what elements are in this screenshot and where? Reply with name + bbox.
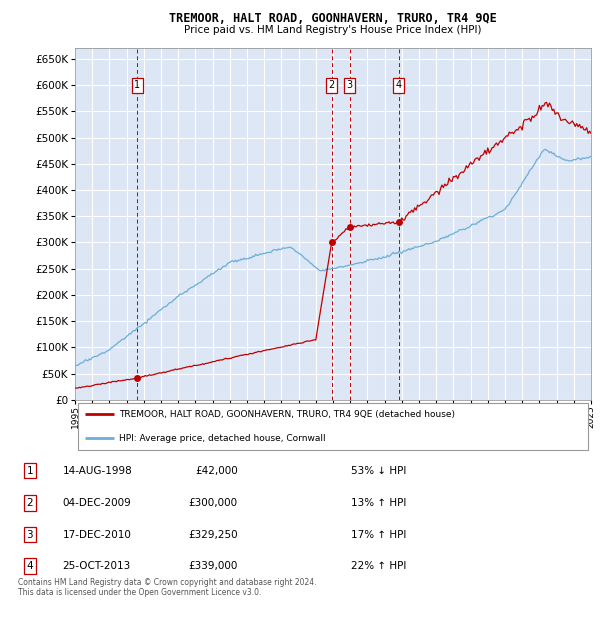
Text: 22% ↑ HPI: 22% ↑ HPI xyxy=(350,561,406,571)
Text: 3: 3 xyxy=(26,529,33,539)
Text: £329,250: £329,250 xyxy=(188,529,238,539)
Text: 2: 2 xyxy=(328,80,335,91)
Text: 13% ↑ HPI: 13% ↑ HPI xyxy=(350,498,406,508)
Text: 53% ↓ HPI: 53% ↓ HPI xyxy=(350,466,406,476)
Text: 1: 1 xyxy=(134,80,140,91)
Text: 17-DEC-2010: 17-DEC-2010 xyxy=(62,529,131,539)
Text: HPI: Average price, detached house, Cornwall: HPI: Average price, detached house, Corn… xyxy=(119,434,325,443)
Text: 2: 2 xyxy=(26,498,33,508)
Text: 3: 3 xyxy=(346,80,353,91)
Text: 1: 1 xyxy=(26,466,33,476)
Text: 04-DEC-2009: 04-DEC-2009 xyxy=(62,498,131,508)
Text: Price paid vs. HM Land Registry's House Price Index (HPI): Price paid vs. HM Land Registry's House … xyxy=(184,25,482,35)
Text: Contains HM Land Registry data © Crown copyright and database right 2024.
This d: Contains HM Land Registry data © Crown c… xyxy=(18,578,316,597)
Text: 25-OCT-2013: 25-OCT-2013 xyxy=(62,561,131,571)
Text: £339,000: £339,000 xyxy=(188,561,238,571)
Text: 17% ↑ HPI: 17% ↑ HPI xyxy=(350,529,406,539)
Text: 4: 4 xyxy=(395,80,402,91)
Text: £300,000: £300,000 xyxy=(188,498,238,508)
Text: £42,000: £42,000 xyxy=(195,466,238,476)
Text: TREMOOR, HALT ROAD, GOONHAVERN, TRURO, TR4 9QE: TREMOOR, HALT ROAD, GOONHAVERN, TRURO, T… xyxy=(169,12,497,25)
FancyBboxPatch shape xyxy=(77,402,589,450)
Text: TREMOOR, HALT ROAD, GOONHAVERN, TRURO, TR4 9QE (detached house): TREMOOR, HALT ROAD, GOONHAVERN, TRURO, T… xyxy=(119,410,455,418)
Text: 4: 4 xyxy=(26,561,33,571)
Text: 14-AUG-1998: 14-AUG-1998 xyxy=(62,466,132,476)
